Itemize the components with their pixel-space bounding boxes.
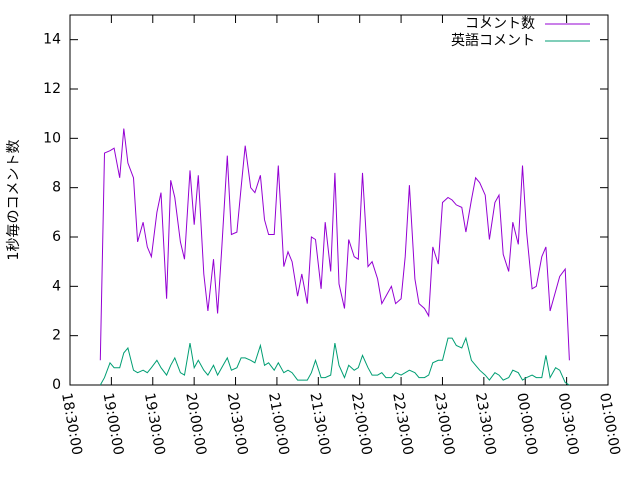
y-tick-label: 10 bbox=[43, 130, 61, 146]
x-tick-label: 22:00:00 bbox=[348, 392, 375, 457]
x-tick-label: 19:30:00 bbox=[141, 392, 168, 457]
x-tick-label: 20:30:00 bbox=[224, 392, 251, 457]
x-tick-label: 00:30:00 bbox=[555, 392, 582, 457]
x-tick-label: 18:30:00 bbox=[58, 392, 85, 457]
y-tick-label: 6 bbox=[52, 229, 61, 245]
y-tick-label: 14 bbox=[43, 32, 61, 48]
series-line bbox=[99, 128, 570, 361]
x-tick-label: 19:00:00 bbox=[100, 392, 127, 457]
y-tick-label: 0 bbox=[52, 377, 61, 393]
y-tick-label: 2 bbox=[52, 328, 61, 344]
x-tick-label: 21:00:00 bbox=[265, 392, 292, 457]
x-tick-label: 21:30:00 bbox=[306, 392, 333, 457]
plot-frame bbox=[69, 14, 609, 386]
x-tick-label: 23:30:00 bbox=[472, 392, 499, 457]
series-line bbox=[99, 336, 570, 386]
y-tick-label: 12 bbox=[43, 81, 61, 97]
x-tick-label: 00:00:00 bbox=[513, 392, 540, 457]
y-axis-label: 1秒毎のコメント数 bbox=[6, 140, 22, 261]
x-tick-label: 20:00:00 bbox=[182, 392, 209, 457]
x-tick-label: 22:30:00 bbox=[389, 392, 416, 457]
y-tick-label: 4 bbox=[52, 278, 61, 294]
legend-label: コメント数 bbox=[465, 16, 535, 32]
legend-label: 英語コメント bbox=[451, 32, 535, 49]
x-tick-label: 01:00:00 bbox=[596, 392, 623, 457]
x-tick-label: 23:00:00 bbox=[431, 392, 458, 457]
y-tick-label: 8 bbox=[52, 180, 61, 196]
